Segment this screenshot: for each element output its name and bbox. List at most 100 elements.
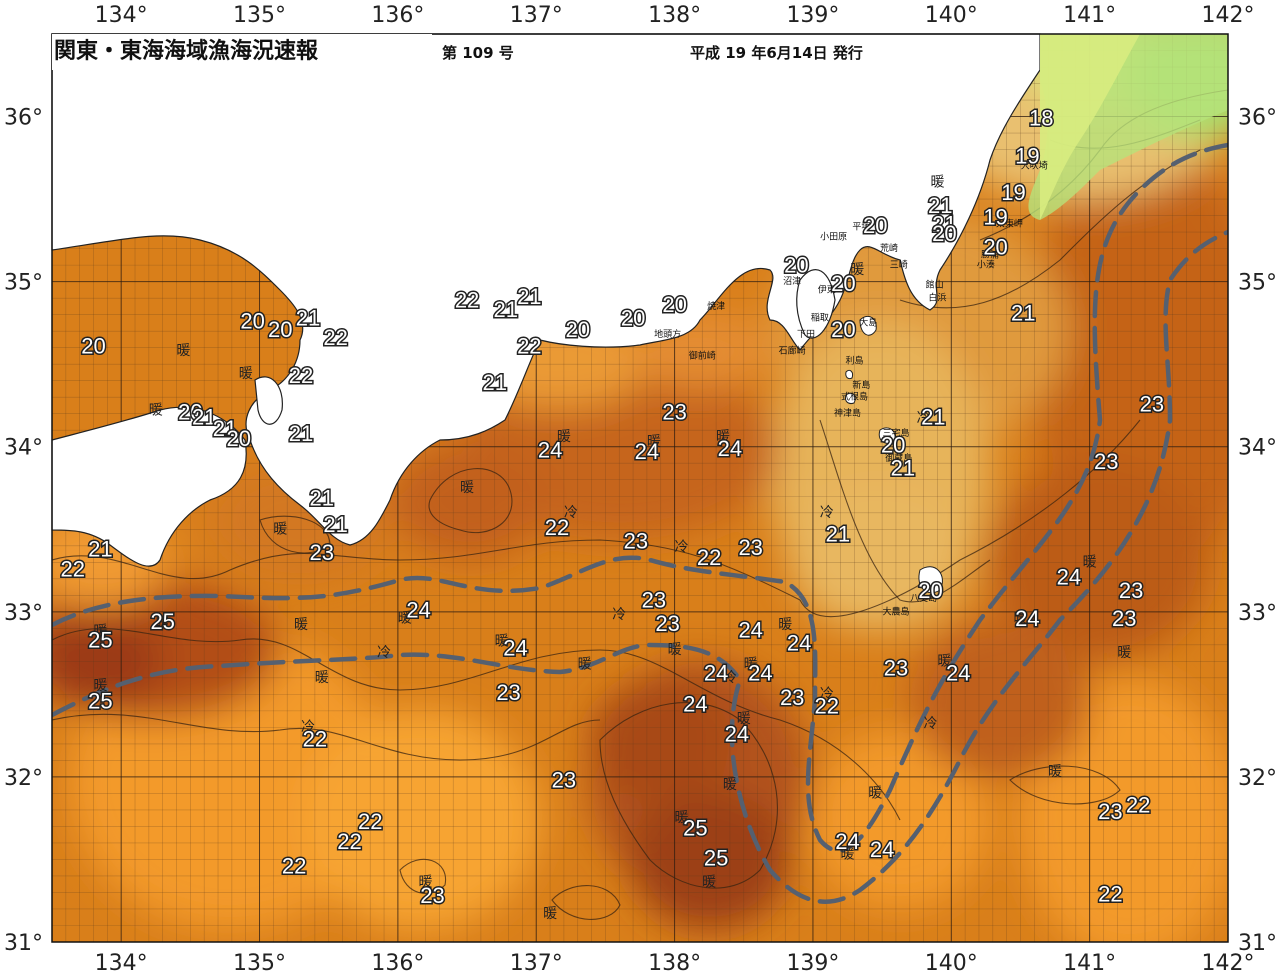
place-label: 新島 xyxy=(852,379,870,391)
map-frame xyxy=(51,33,1229,943)
isotherm-label: 19 xyxy=(1015,144,1039,169)
isotherm-label: 22 xyxy=(282,854,306,879)
isotherm-label: 23 xyxy=(1119,578,1143,603)
warm-eddy-marker: 暖 xyxy=(647,434,661,450)
lat-label-left: 31° xyxy=(4,931,43,956)
warm-eddy-marker: 暖 xyxy=(294,617,308,633)
isotherm-label: 25 xyxy=(150,609,174,634)
isotherm-label: 22 xyxy=(358,809,382,834)
coastline-land xyxy=(51,33,1041,567)
cold-eddy-marker: 冷 xyxy=(301,719,315,735)
place-label: 三崎 xyxy=(890,259,908,271)
warm-eddy-marker: 暖 xyxy=(460,480,474,496)
isotherm-label: 22 xyxy=(337,829,361,854)
cold-eddy-marker: 冷 xyxy=(820,505,834,521)
isotherm-label: 21 xyxy=(289,421,313,446)
lat-label-right: 33° xyxy=(1238,601,1277,626)
lat-label-left: 33° xyxy=(4,601,43,626)
place-label: 勝浦 xyxy=(981,249,999,261)
isotherm-label: 22 xyxy=(517,333,541,358)
isotherm-label: 20 xyxy=(831,317,855,342)
isotherm-label: 24 xyxy=(787,631,811,656)
isotherm-label: 24 xyxy=(635,439,659,464)
cold-eddy-marker: 冷 xyxy=(612,607,626,623)
isotherm-label: 21 xyxy=(932,211,956,236)
isotherm-labels: 1819191920212120202020202121202121202323… xyxy=(59,104,1166,910)
warm-eddy-marker: 暖 xyxy=(557,429,571,445)
lat-label-right: 36° xyxy=(1238,106,1277,131)
warm-eddy-marker: 暖 xyxy=(239,366,253,382)
isotherm-label: 21 xyxy=(826,522,850,547)
isotherm-label: 18 xyxy=(1029,106,1053,131)
place-label: 館山 xyxy=(926,278,944,290)
lon-label-bottom: 136° xyxy=(371,951,424,976)
lat-label-right: 35° xyxy=(1238,271,1277,296)
lon-label-bottom: 137° xyxy=(510,951,563,976)
warm-eddy-marker: 暖 xyxy=(737,711,751,727)
warm-eddy-marker: 暖 xyxy=(273,521,287,537)
isotherm-label: 23 xyxy=(624,528,648,553)
lat-label-left: 36° xyxy=(4,106,43,131)
lon-label-bottom: 134° xyxy=(95,951,148,976)
isotherm-label: 24 xyxy=(1015,606,1039,631)
isotherm-label: 20 xyxy=(881,433,905,458)
isotherm-label: 24 xyxy=(704,660,728,685)
warm-eddy-marker: 暖 xyxy=(495,634,509,650)
isotherm-label: 25 xyxy=(88,627,112,652)
isotherm-label: 20 xyxy=(565,317,589,342)
longitude-labels: 134° 134° 135° 135° 136° 136° 137° 137° 138° 138°… xyxy=(95,3,1255,976)
warm-eddy-marker: 暖 xyxy=(315,670,329,686)
warm-eddy-marker: 暖 xyxy=(398,610,412,626)
place-label: 焼津 xyxy=(707,301,725,312)
warm-eddy-marker: 暖 xyxy=(937,653,951,669)
isotherm-label: 22 xyxy=(1098,882,1122,907)
header: 関東・東海海域漁海況速報 第 109 号 平成 19 年6月14日 発行 xyxy=(52,34,863,70)
warm-cold-markers: 暖暖暖暖暖暖暖暖暖暖暖暖暖暖暖暖暖暖暖暖暖暖暖暖暖暖暖暖暖暖暖暖暖暖冷冷冷冷冷冷… xyxy=(93,175,1131,922)
isotherm-label: 24 xyxy=(835,829,859,854)
isotherm-label: 22 xyxy=(815,693,839,718)
isotherm-label: 23 xyxy=(1098,799,1122,824)
place-label: 三宅島 xyxy=(882,427,909,439)
place-label: 地頭方 xyxy=(654,328,681,340)
cold-eddy-marker: 冷 xyxy=(924,716,938,732)
issue-number: 第 109 号 xyxy=(442,44,514,62)
place-label: 荒崎 xyxy=(880,242,898,254)
lon-label-bottom: 140° xyxy=(925,951,978,976)
isotherm-label: 22 xyxy=(323,325,347,350)
isotherm-contours xyxy=(52,89,1228,920)
lon-label-top: 138° xyxy=(648,3,701,28)
isotherm-label: 21 xyxy=(88,537,112,562)
cold-eddy-marker: 冷 xyxy=(820,686,834,702)
place-label: 御蔵島 xyxy=(885,452,912,464)
isotherm-label: 25 xyxy=(704,845,728,870)
latitude-labels: 36° 36° 35° 35° 34° 34° 33° 33° 32° 32° 31° 31° xyxy=(4,106,1277,956)
isotherm-label: 21 xyxy=(921,404,945,429)
warm-eddy-marker: 暖 xyxy=(578,657,592,673)
isotherm-label: 20 xyxy=(831,271,855,296)
place-label: 八丈島 xyxy=(910,592,937,604)
place-label: 平塚 xyxy=(852,222,870,233)
lat-label-right: 31° xyxy=(1238,931,1277,956)
lon-label-bottom: 135° xyxy=(233,951,286,976)
isotherm-label: 22 xyxy=(455,287,479,312)
isotherm-label: 20 xyxy=(784,253,808,278)
lon-label-top: 141° xyxy=(1063,3,1116,28)
isotherm-label: 21 xyxy=(310,485,334,510)
isotherm-label: 23 xyxy=(310,540,334,565)
isotherm-label: 22 xyxy=(303,726,327,751)
warm-eddy-marker: 暖 xyxy=(668,642,682,658)
isotherm-label: 23 xyxy=(884,655,908,680)
lon-label-top: 142° xyxy=(1202,3,1255,28)
isotherm-label: 20 xyxy=(178,400,202,425)
lon-label-bottom: 139° xyxy=(786,951,839,976)
isotherm-label: 24 xyxy=(748,660,772,685)
isotherm-label: 21 xyxy=(213,416,237,441)
isotherm-label: 22 xyxy=(545,515,569,540)
warm-eddy-marker: 暖 xyxy=(1117,645,1131,661)
warm-eddy-marker: 暖 xyxy=(543,906,557,922)
lon-label-bottom: 138° xyxy=(648,951,701,976)
place-label: 式根島 xyxy=(841,391,868,403)
lat-label-right: 34° xyxy=(1238,436,1277,461)
lon-label-top: 140° xyxy=(925,3,978,28)
